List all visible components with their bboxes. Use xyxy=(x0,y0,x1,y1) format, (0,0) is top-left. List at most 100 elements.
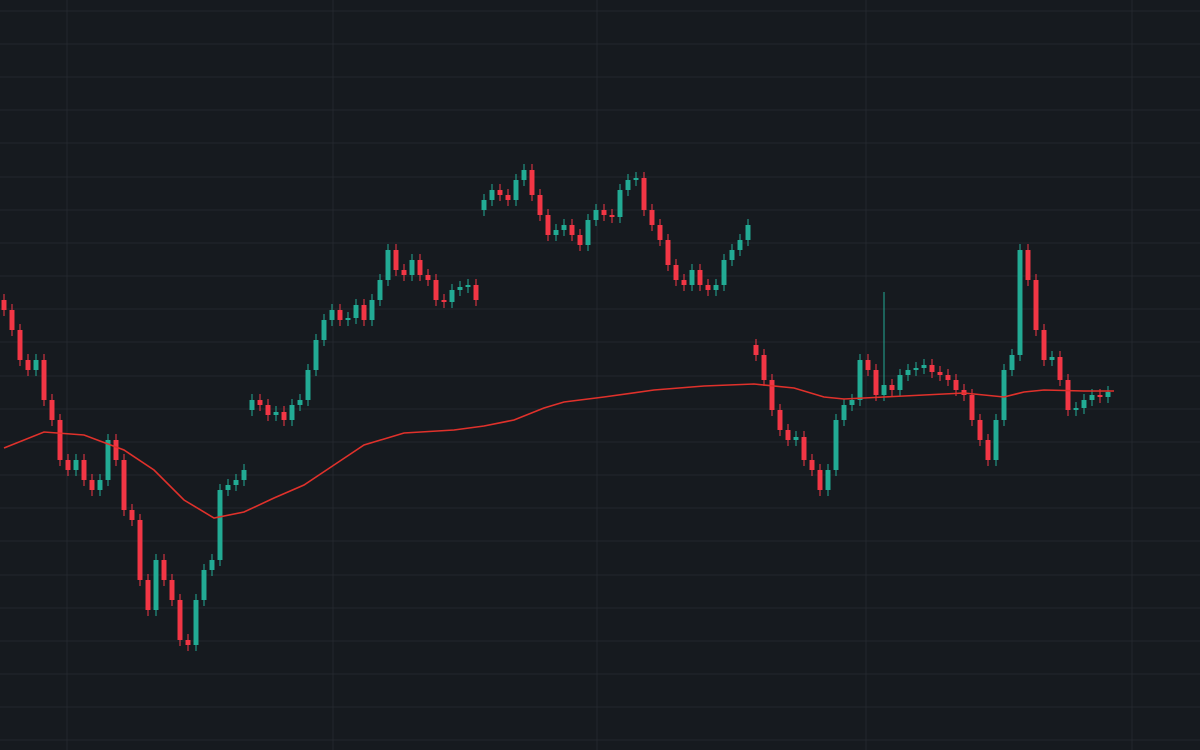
candle-body xyxy=(705,285,711,290)
candle-body xyxy=(97,480,103,490)
candle-body xyxy=(857,360,863,400)
candle-body xyxy=(73,460,79,470)
candle-body xyxy=(929,365,935,372)
candle-body xyxy=(425,275,431,280)
candle-body xyxy=(969,395,975,420)
candle-body xyxy=(145,580,151,610)
candle-body xyxy=(409,260,415,275)
candle-body xyxy=(809,460,815,470)
candle-body xyxy=(833,420,839,470)
candle-body xyxy=(593,210,599,220)
candle-body xyxy=(281,412,287,420)
candle-body xyxy=(881,385,887,395)
candle-body xyxy=(17,330,23,360)
candle-body xyxy=(505,195,511,200)
candle-body xyxy=(305,370,311,400)
candle-body xyxy=(1097,395,1103,397)
candle-body xyxy=(153,560,159,610)
candle-body xyxy=(289,405,295,420)
candle-body xyxy=(169,580,175,600)
candle-body xyxy=(569,225,575,235)
candle-body xyxy=(473,285,479,300)
candle-body xyxy=(1,300,7,310)
candle-body xyxy=(457,287,463,290)
candle-body xyxy=(441,300,447,302)
candle-body xyxy=(905,370,911,375)
candle-body xyxy=(449,290,455,302)
candle-body xyxy=(65,460,71,470)
candle-body xyxy=(721,260,727,285)
candle-body xyxy=(217,490,223,560)
candle-body xyxy=(1009,355,1015,370)
candle-body xyxy=(985,440,991,460)
candle-body xyxy=(49,400,55,420)
candle-body xyxy=(1089,395,1095,400)
candle-body xyxy=(337,310,343,320)
candle-body xyxy=(1065,380,1071,410)
candle-body xyxy=(321,320,327,340)
candle-body xyxy=(385,250,391,280)
candle-body xyxy=(201,570,207,600)
candle-body xyxy=(33,360,39,370)
candle-body xyxy=(177,600,183,640)
candle-body xyxy=(617,190,623,217)
candle-body xyxy=(945,375,951,380)
moving-average-line xyxy=(3,383,1114,519)
candle-body xyxy=(1025,250,1031,280)
candle-body xyxy=(537,195,543,215)
candle-body xyxy=(521,170,527,180)
candle-body xyxy=(393,250,399,270)
candle-body xyxy=(585,220,591,245)
candle-body xyxy=(769,380,775,410)
candle-body xyxy=(825,470,831,490)
candle-body xyxy=(257,400,263,405)
candle-body xyxy=(233,480,239,485)
candle-body xyxy=(353,305,359,318)
candle-body xyxy=(633,178,639,180)
candle-body xyxy=(89,480,95,490)
candle-body xyxy=(601,210,607,215)
candle-body xyxy=(369,300,375,320)
candle-body xyxy=(1073,408,1079,410)
candle-body xyxy=(209,560,215,570)
candle-body xyxy=(777,410,783,430)
candle-body xyxy=(649,210,655,225)
candle-body xyxy=(121,460,127,510)
candle-body xyxy=(1017,250,1023,355)
candle-body xyxy=(81,460,87,480)
candle-body xyxy=(465,285,471,287)
candle-body xyxy=(665,240,671,265)
candle-body xyxy=(25,360,31,370)
candle-body xyxy=(193,600,199,645)
candle-body xyxy=(625,180,631,190)
candle-body xyxy=(1049,357,1055,360)
candle-body xyxy=(553,230,559,235)
candle-body xyxy=(161,560,167,580)
candle-body xyxy=(1041,330,1047,360)
candle-body xyxy=(561,225,567,230)
candle-body xyxy=(913,368,919,370)
candle-body xyxy=(937,372,943,375)
candle-body xyxy=(641,178,647,210)
candle-body xyxy=(489,190,495,200)
candle-body xyxy=(673,265,679,280)
candle-body xyxy=(129,510,135,520)
candle-body xyxy=(577,235,583,245)
candle-body xyxy=(841,405,847,420)
candle-body xyxy=(41,360,47,400)
candle-body xyxy=(1001,370,1007,420)
candle-body xyxy=(953,380,959,390)
candle-body xyxy=(545,215,551,235)
candle-body xyxy=(297,400,303,405)
candle-body xyxy=(137,520,143,580)
candle-body xyxy=(313,340,319,370)
candle-body xyxy=(241,470,247,480)
candle-body xyxy=(345,318,351,320)
candle-body xyxy=(657,225,663,240)
candle-body xyxy=(737,240,743,250)
candle-body xyxy=(113,440,119,460)
candle-body xyxy=(801,437,807,460)
candle-body xyxy=(793,437,799,440)
